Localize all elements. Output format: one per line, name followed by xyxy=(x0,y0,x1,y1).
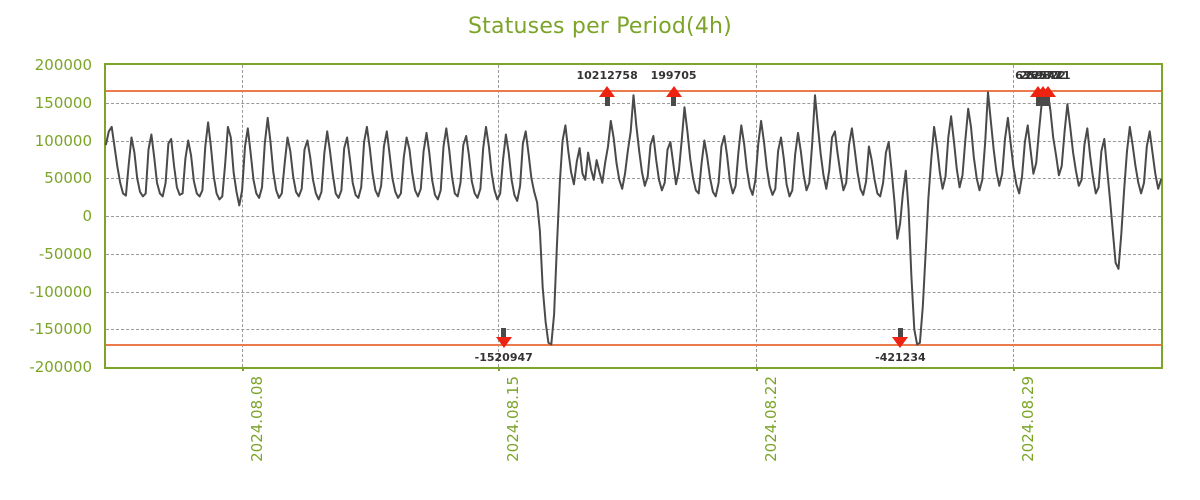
gridline-vertical xyxy=(1012,65,1014,367)
y-axis-tick-label: 200000 xyxy=(34,56,92,74)
annotation-stem xyxy=(604,89,610,106)
y-axis-tick-label: -150000 xyxy=(29,320,92,339)
annotation-stem xyxy=(501,328,507,345)
annotation-value-label: 259822 xyxy=(1019,68,1066,82)
gridline-horizontal xyxy=(106,253,1161,255)
annotation-value-label: -421234 xyxy=(875,351,926,365)
chart-title: Statuses per Period(4h) xyxy=(468,14,732,39)
annotation-stem xyxy=(1040,89,1046,106)
upper-threshold xyxy=(106,89,1161,92)
annotation-stem xyxy=(671,89,677,106)
annotation-marker-down[interactable] xyxy=(495,337,512,349)
x-axis-tick-label: 2024.08.08 xyxy=(247,376,266,462)
y-axis-tick-label: 150000 xyxy=(34,93,92,112)
annotation-stem xyxy=(1045,89,1051,106)
annotation-value-label: 636577 xyxy=(1015,68,1062,82)
gridline-horizontal xyxy=(106,329,1161,331)
y-axis-tick-label: -50000 xyxy=(38,244,92,263)
annotation-value-label: 225471 xyxy=(1024,68,1071,82)
annotation-marker-up[interactable] xyxy=(1039,85,1056,97)
y-axis-tick-label: -200000 xyxy=(29,358,92,376)
annotation-value-label: 10212758 xyxy=(576,68,638,82)
annotation-value-label: -1520947 xyxy=(474,351,533,365)
x-axis-tick-label: 2024.08.22 xyxy=(761,376,780,462)
annotation-marker-up[interactable] xyxy=(599,85,616,97)
gridline-vertical xyxy=(241,65,243,367)
annotation-stem xyxy=(1035,89,1041,106)
y-axis-tick-label: 100000 xyxy=(34,131,92,150)
gridline-horizontal xyxy=(106,140,1161,142)
annotation-value-label: 199705 xyxy=(650,68,697,82)
gridline-horizontal xyxy=(106,291,1161,293)
gridline-vertical xyxy=(755,65,757,367)
y-axis-tick-label: 0 xyxy=(82,207,92,225)
x-axis-tick-label: 2024.08.29 xyxy=(1018,376,1037,462)
data-series-line xyxy=(106,65,1161,367)
x-axis-tick-label: 2024.08.15 xyxy=(504,376,523,462)
plot-area: 10212758 199705 -1520947 -421234 636577 25982… xyxy=(104,63,1163,369)
annotation-marker-up[interactable] xyxy=(665,85,682,97)
y-axis-tick-label: 50000 xyxy=(44,169,92,188)
gridline-horizontal xyxy=(106,178,1161,180)
annotation-marker-down[interactable] xyxy=(892,337,909,349)
lower-threshold xyxy=(106,344,1161,347)
gridline-vertical xyxy=(498,65,500,367)
annotation-stem xyxy=(897,328,903,345)
gridline-horizontal xyxy=(106,216,1161,217)
y-axis-tick-label: -100000 xyxy=(29,282,92,301)
